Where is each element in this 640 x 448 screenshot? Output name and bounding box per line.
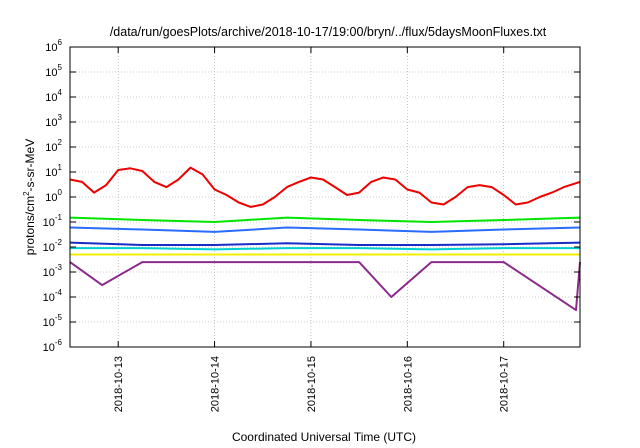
y-tick-label: 10-6 (43, 338, 63, 354)
y-axis-label-sup: 2 (22, 191, 31, 196)
y-tick-exp: 5 (58, 63, 63, 72)
y-tick-label: 103 (45, 113, 62, 129)
y-tick-exp: -3 (55, 263, 63, 272)
y-tick-base: 10 (45, 142, 57, 154)
x-tick-label: 2018-10-16 (402, 356, 414, 412)
y-tick-exp: 3 (58, 113, 63, 122)
y-tick-base: 10 (43, 342, 55, 354)
y-tick-exp: -5 (55, 313, 63, 322)
y-tick-label: 10-4 (43, 288, 63, 304)
y-tick-base: 10 (45, 167, 57, 179)
series-line-7 (69, 261, 581, 312)
y-tick-exp: 6 (58, 38, 63, 47)
y-tick-exp: 0 (58, 188, 63, 197)
y-axis-label: protons/cm2-s-sr-MeV (22, 139, 37, 255)
y-tick-label: 101 (45, 163, 62, 179)
y-tick-base: 10 (45, 192, 57, 204)
series-line-1 (69, 166, 581, 208)
plot-area (69, 166, 581, 312)
y-tick-label: 105 (45, 63, 62, 79)
y-tick-base: 10 (43, 217, 55, 229)
series-line-3 (69, 226, 581, 233)
y-tick-label: 10-3 (43, 263, 63, 279)
y-tick-exp: 1 (58, 163, 63, 172)
y-tick-label: 106 (45, 38, 62, 54)
series-line-5 (70, 247, 580, 251)
y-tick-exp: -2 (55, 238, 63, 247)
y-tick-base: 10 (45, 117, 57, 129)
y-tick-exp: 4 (58, 88, 63, 97)
y-tick-base: 10 (45, 92, 57, 104)
y-tick-label: 102 (45, 138, 62, 154)
y-tick-label: 10-5 (43, 313, 63, 329)
y-tick-label: 10-2 (43, 238, 63, 254)
grid (70, 47, 580, 347)
x-axis: 2018-10-13 2018-10-14 2018-10-15 2018-10-16… (113, 47, 511, 412)
y-axis-label-base: protons/cm (23, 196, 37, 255)
y-tick-exp: -1 (55, 213, 63, 222)
chart-title: /data/run/goesPlots/archive/2018-10-17/1… (110, 25, 547, 39)
y-tick-exp: -4 (55, 288, 63, 297)
y-tick-base: 10 (45, 42, 57, 54)
y-tick-base: 10 (43, 242, 55, 254)
y-tick-label: 100 (45, 188, 62, 204)
series-line-4 (69, 241, 581, 246)
y-tick-base: 10 (43, 292, 55, 304)
y-tick-label: 10-1 (43, 213, 63, 229)
x-tick-label: 2018-10-14 (210, 356, 222, 412)
y-tick-base: 10 (43, 317, 55, 329)
y-axis: 10-610-510-410-310-210-11001011021031041… (43, 38, 580, 354)
y-tick-exp: -6 (55, 338, 63, 347)
x-tick-label: 2018-10-13 (113, 356, 125, 412)
y-tick-label: 104 (45, 88, 62, 104)
series-line-2 (69, 216, 581, 223)
x-tick-label: 2018-10-15 (306, 356, 318, 412)
x-axis-label: Coordinated Universal Time (UTC) (232, 430, 416, 444)
y-axis-label-rest: -s-sr-MeV (23, 139, 37, 192)
x-tick-label: 2018-10-17 (499, 356, 511, 412)
y-tick-base: 10 (43, 267, 55, 279)
y-tick-exp: 2 (58, 138, 63, 147)
y-tick-base: 10 (45, 67, 57, 79)
